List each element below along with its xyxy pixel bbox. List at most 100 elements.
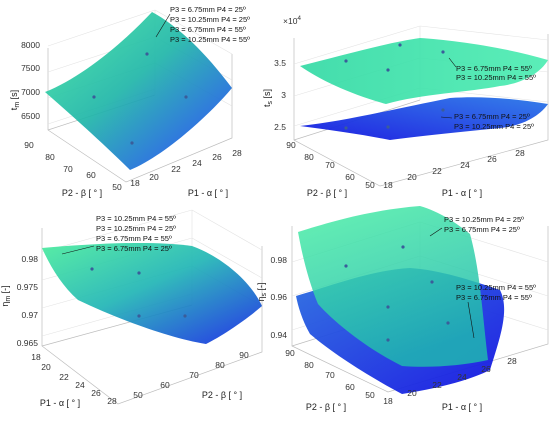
y-axis-label: P1 - α [ ° ]	[442, 402, 482, 412]
data-point	[344, 126, 348, 130]
y-tick: 50	[133, 390, 143, 400]
annotation-leader	[448, 57, 457, 68]
data-point	[92, 95, 96, 99]
x-tick: 70	[63, 164, 73, 174]
y-tick: 80	[215, 360, 225, 370]
data-point	[90, 267, 94, 271]
surface-etas-upper	[298, 206, 488, 367]
data-point	[386, 68, 390, 72]
x-tick: 18	[31, 352, 41, 362]
data-point	[441, 50, 445, 54]
data-point	[130, 141, 134, 145]
legend-etam-2: P3 = 10.25mm P4 = 25º	[96, 224, 176, 233]
data-point	[398, 43, 402, 47]
z-tick: 0.98	[21, 254, 38, 264]
x-tick: 80	[304, 152, 314, 162]
data-point	[401, 245, 405, 249]
panel-etas: P3 = 10.25mm P4 = 25º P3 = 6.75mm P4 = 2…	[256, 206, 549, 412]
legend-ts-4: P3 = 10.25mm P4 = 25º	[454, 122, 534, 131]
y-tick: 18	[383, 180, 393, 190]
data-point	[137, 271, 141, 275]
z-axis-label: tm [s]	[9, 90, 21, 110]
axis-box	[291, 226, 549, 393]
y-axis-label: P1 - α [ ° ]	[188, 188, 228, 198]
z-tick: 0.94	[270, 330, 287, 340]
z-tick: 3	[281, 90, 286, 100]
surface-tm	[45, 12, 232, 170]
panel-etam: P3 = 10.25mm P4 = 55º P3 = 10.25mm P4 = …	[0, 209, 263, 408]
annotation-leader	[440, 116, 453, 119]
y-tick: 28	[507, 356, 517, 366]
annotation-leader	[429, 227, 443, 237]
axis-box	[47, 48, 233, 183]
y-tick: 28	[515, 148, 525, 158]
x-tick: 70	[325, 160, 335, 170]
legend-tm-3: P3 = 6.75mm P4 = 55º	[170, 25, 246, 34]
surface-etam	[42, 242, 262, 344]
annotation-leader	[61, 245, 95, 255]
y-axis-label: P2 - β [ ° ]	[202, 390, 242, 400]
legend-tm-1: P3 = 6.75mm P4 = 25º	[170, 5, 246, 14]
y-tick: 22	[171, 164, 181, 174]
legend-ts-3: P3 = 6.75mm P4 = 25º	[454, 112, 530, 121]
legend-etas-3: P3 = 10.25mm P4 = 55º	[456, 283, 536, 292]
y-tick: 28	[232, 148, 242, 158]
x-tick: 60	[345, 382, 355, 392]
annotation-leader	[467, 301, 475, 339]
data-point	[344, 264, 348, 268]
y-tick: 90	[239, 350, 249, 360]
y-tick: 20	[149, 172, 159, 182]
data-point	[184, 95, 188, 99]
x-tick: 28	[107, 396, 117, 406]
y-tick: 22	[432, 380, 442, 390]
x-tick: 20	[41, 362, 51, 372]
legend-tm-4: P3 = 10.25mm P4 = 55º	[170, 35, 250, 44]
x-tick: 50	[365, 390, 375, 400]
exponent-label: ×104	[283, 15, 301, 26]
z-tick: 0.965	[17, 338, 39, 348]
x-axis-label: P2 - β [ ° ]	[62, 188, 102, 198]
y-tick: 20	[407, 172, 417, 182]
x-tick: 90	[285, 348, 295, 358]
x-tick: 50	[112, 182, 122, 192]
x-tick: 80	[45, 152, 55, 162]
z-tick: 0.98	[270, 255, 287, 265]
data-point	[145, 52, 149, 56]
axis-box	[41, 228, 263, 405]
legend-etam-4: P3 = 6.75mm P4 = 25º	[96, 244, 172, 253]
x-tick: 60	[86, 170, 96, 180]
y-tick: 20	[407, 388, 417, 398]
z-tick: 0.975	[17, 282, 39, 292]
data-point	[344, 59, 348, 63]
x-tick: 80	[304, 360, 314, 370]
x-axis-label: P1 - α [ ° ]	[40, 398, 80, 408]
data-point	[386, 305, 390, 309]
data-point	[183, 314, 187, 318]
data-point	[446, 321, 450, 325]
x-tick: 26	[91, 388, 101, 398]
x-tick: 22	[59, 372, 69, 382]
y-tick: 60	[160, 380, 170, 390]
y-tick: 26	[481, 364, 491, 374]
legend-tm-2: P3 = 10.25mm P4 = 25º	[170, 15, 250, 24]
legend-etam-3: P3 = 6.75mm P4 = 55º	[96, 234, 172, 243]
z-tick: 2.5	[274, 122, 286, 132]
z-tick: 0.97	[21, 310, 38, 320]
x-tick: 60	[345, 172, 355, 182]
legend-etas-1: P3 = 10.25mm P4 = 25º	[444, 215, 524, 224]
z-tick: 7500	[21, 63, 40, 73]
x-tick: 90	[24, 140, 34, 150]
legend-ts-1: P3 = 6.75mm P4 = 55º	[456, 64, 532, 73]
surface-ts-lower	[300, 97, 548, 140]
y-tick: 18	[130, 178, 140, 188]
data-point	[430, 280, 434, 284]
x-tick: 24	[75, 380, 85, 390]
z-axis-label: ηs [-]	[256, 282, 268, 301]
y-tick: 26	[212, 152, 222, 162]
legend-etas-4: P3 = 6.75mm P4 = 55º	[456, 293, 532, 302]
y-tick: 70	[189, 370, 199, 380]
y-tick: 26	[487, 154, 497, 164]
z-axis-label: ts [s]	[262, 89, 274, 107]
data-point	[386, 338, 390, 342]
